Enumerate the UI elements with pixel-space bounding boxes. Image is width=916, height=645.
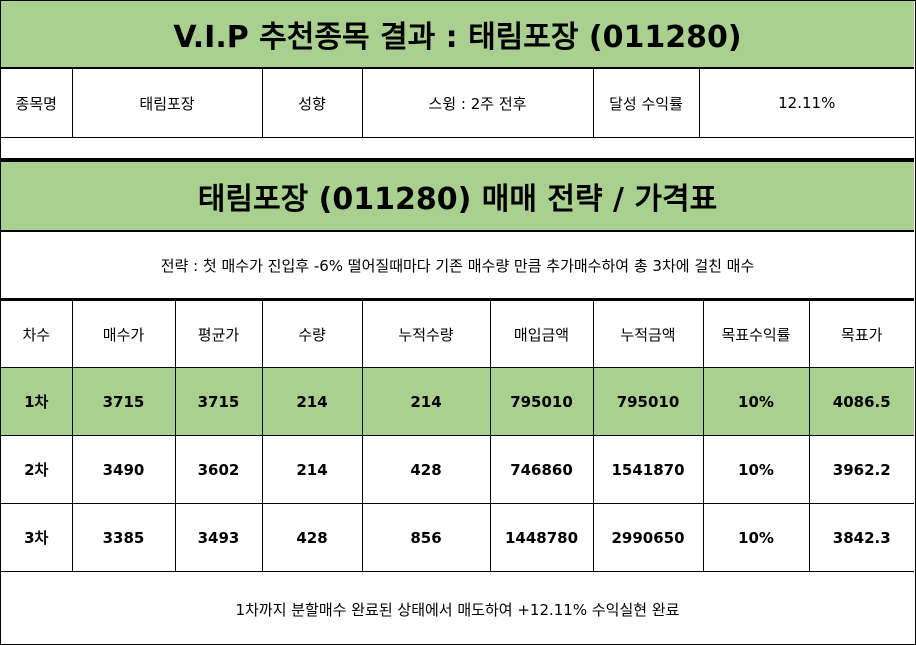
cumulative-quantity-cell: 214 [361, 367, 491, 436]
average-price-cell: 3602 [174, 435, 263, 504]
page-title: V.I.P 추천종목 결과 : 태림포장 (011280) [1, 1, 914, 69]
trade-style-value: 스윙 : 2주 전후 [361, 69, 594, 138]
stock-info-row: 종목명 태림포장 성향 스윙 : 2주 전후 달성 수익률 12.11% [1, 69, 914, 138]
column-header-round: 차수 [1, 300, 73, 368]
target-price-cell: 3842.3 [808, 503, 914, 572]
cumulative-quantity-cell: 428 [361, 435, 491, 504]
target-price-cell: 4086.5 [808, 367, 914, 436]
achieved-return-value: 12.11% [698, 69, 914, 138]
column-header-purchase-amount: 매입금액 [489, 300, 594, 368]
cumulative-amount-cell: 795010 [592, 367, 704, 436]
round-cell: 3차 [1, 503, 73, 572]
target-return-cell: 10% [702, 503, 810, 572]
round-cell: 2차 [1, 435, 73, 504]
quantity-cell: 428 [261, 503, 363, 572]
quantity-cell: 214 [261, 435, 363, 504]
column-header-quantity: 수량 [261, 300, 363, 368]
average-price-cell: 3493 [174, 503, 263, 572]
target-return-cell: 10% [702, 435, 810, 504]
stock-name-value: 태림포장 [71, 69, 263, 138]
purchase-amount-cell: 746860 [489, 435, 594, 504]
price-table: 차수 매수가 평균가 수량 누적수량 매입금액 누적금액 목표수익률 목표가 1… [1, 300, 914, 572]
section-spacer [1, 138, 914, 160]
price-table-header-row: 차수 매수가 평균가 수량 누적수량 매입금액 누적금액 목표수익률 목표가 [1, 300, 914, 368]
cumulative-amount-cell: 2990650 [592, 503, 704, 572]
column-header-target-price: 목표가 [808, 300, 914, 368]
table-row: 1차 3715 3715 214 214 795010 795010 10% 4… [1, 367, 914, 436]
target-price-cell: 3962.2 [808, 435, 914, 504]
achieved-return-label: 달성 수익률 [592, 69, 700, 138]
cumulative-amount-cell: 1541870 [592, 435, 704, 504]
strategy-section-title: 태림포장 (011280) 매매 전략 / 가격표 [1, 160, 914, 232]
table-row: 2차 3490 3602 214 428 746860 1541870 10% … [1, 435, 914, 504]
column-header-buy-price: 매수가 [71, 300, 176, 368]
result-summary: 1차까지 분할매수 완료된 상태에서 매도하여 +12.11% 수익실현 완료 [235, 601, 680, 619]
column-header-average-price: 평균가 [174, 300, 263, 368]
column-header-cumulative-amount: 누적금액 [592, 300, 704, 368]
column-header-cumulative-quantity: 누적수량 [361, 300, 491, 368]
table-row: 3차 3385 3493 428 856 1448780 2990650 10%… [1, 503, 914, 572]
buy-price-cell: 3385 [71, 503, 176, 572]
buy-price-cell: 3490 [71, 435, 176, 504]
column-header-target-return: 목표수익률 [702, 300, 810, 368]
purchase-amount-cell: 795010 [489, 367, 594, 436]
stock-name-label: 종목명 [1, 69, 73, 138]
cumulative-quantity-cell: 856 [361, 503, 491, 572]
average-price-cell: 3715 [174, 367, 263, 436]
quantity-cell: 214 [261, 367, 363, 436]
stock-info-table: 종목명 태림포장 성향 스윙 : 2주 전후 달성 수익률 12.11% [1, 69, 914, 138]
trade-style-label: 성향 [261, 69, 363, 138]
purchase-amount-cell: 1448780 [489, 503, 594, 572]
target-return-cell: 10% [702, 367, 810, 436]
round-cell: 1차 [1, 367, 73, 436]
buy-price-cell: 3715 [71, 367, 176, 436]
strategy-description: 전략 : 첫 매수가 진입후 -6% 떨어질때마다 기존 매수량 만큼 추가매수… [1, 232, 914, 300]
